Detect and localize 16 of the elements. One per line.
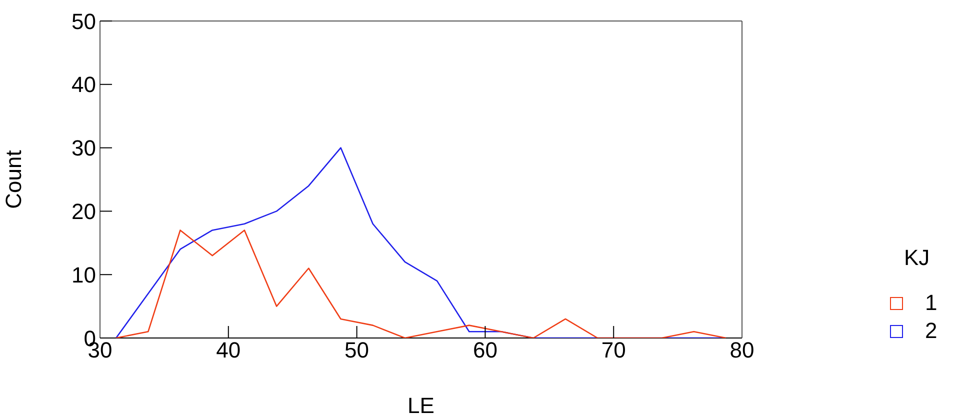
x-tick-label: 50 bbox=[344, 338, 370, 363]
line-series bbox=[115, 230, 727, 338]
x-tick-label: 70 bbox=[601, 338, 626, 363]
x-axis-title: LE bbox=[408, 393, 434, 418]
legend-label: 1 bbox=[925, 290, 938, 316]
y-tick-label: 40 bbox=[72, 72, 96, 98]
y-axis-title: Count bbox=[0, 150, 26, 209]
x-tick-label: 60 bbox=[472, 338, 498, 363]
legend-label: 2 bbox=[925, 318, 938, 344]
x-tick-label: 80 bbox=[730, 338, 754, 363]
x-tick-label: 40 bbox=[216, 338, 241, 363]
y-tick-label: 20 bbox=[72, 199, 96, 224]
y-tick-label: 10 bbox=[72, 262, 96, 288]
y-tick-label: 50 bbox=[72, 8, 96, 34]
legend-title: KJ bbox=[904, 245, 931, 271]
y-tick-label: 30 bbox=[72, 136, 96, 161]
